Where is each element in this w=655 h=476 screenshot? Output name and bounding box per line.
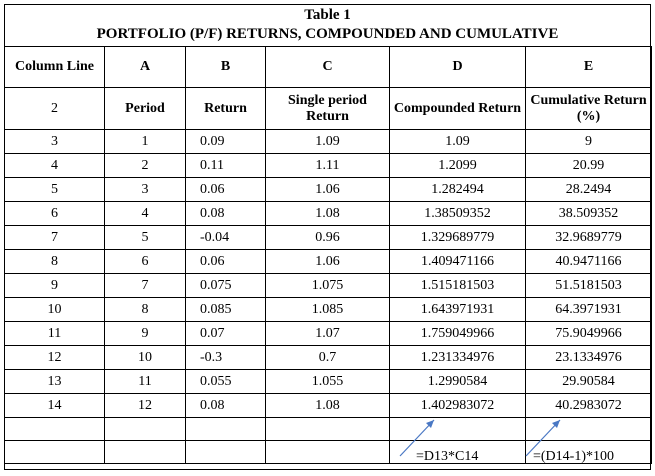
- cell-period: 10: [104, 345, 186, 370]
- cell-single-period-return: 1.055: [265, 369, 390, 394]
- cell-compounded-return: 1.282494: [389, 177, 526, 202]
- cell-cumulative-return: 20.99: [525, 153, 652, 178]
- table-row: 6 4 0.08 1.08 1.38509352 38.509352: [4, 201, 652, 226]
- header-c: C: [265, 46, 390, 88]
- label-return: Return: [185, 87, 266, 130]
- cell-return: 0.055: [185, 369, 266, 394]
- cell-line: 6: [4, 201, 105, 226]
- blank-cell: [185, 440, 266, 464]
- cell-line: 4: [4, 153, 105, 178]
- cell-return: 0.08: [185, 201, 266, 226]
- cell-single-period-return: 1.06: [265, 177, 390, 202]
- cell-compounded-return: 1.402983072: [389, 393, 526, 418]
- table-row: 3 1 0.09 1.09 1.09 9: [4, 129, 652, 154]
- label-compounded-return: Compounded Return: [389, 87, 526, 130]
- label-single-period-return: Single period Return: [265, 87, 390, 130]
- cell-cumulative-return: 40.2983072: [525, 393, 652, 418]
- cell-compounded-return: 1.643971931: [389, 297, 526, 322]
- cell-line: 8: [4, 249, 105, 274]
- cell-compounded-return: 1.2990584: [389, 369, 526, 394]
- cell-cumulative-return: 40.9471166: [525, 249, 652, 274]
- cell-cumulative-return: 75.9049966: [525, 321, 652, 346]
- label-line: 2: [4, 87, 105, 130]
- column-letter-row: Column Line A B C D E: [4, 46, 652, 88]
- blank-cell: [104, 440, 186, 464]
- blank-cell: [389, 417, 526, 441]
- cell-period: 9: [104, 321, 186, 346]
- cell-compounded-return: 1.759049966: [389, 321, 526, 346]
- blank-cell: [4, 417, 105, 441]
- table-subtitle: PORTFOLIO (P/F) RETURNS, COMPOUNDED AND …: [96, 26, 559, 42]
- cell-single-period-return: 1.075: [265, 273, 390, 298]
- table-row: 4 2 0.11 1.11 1.2099 20.99: [4, 153, 652, 178]
- table-row: 12 10 -0.3 0.7 1.231334976 23.1334976: [4, 345, 652, 370]
- cell-line: 9: [4, 273, 105, 298]
- table-row: 8 6 0.06 1.06 1.409471166 40.9471166: [4, 249, 652, 274]
- cell-return: -0.3: [185, 345, 266, 370]
- table-row: 5 3 0.06 1.06 1.282494 28.2494: [4, 177, 652, 202]
- cell-compounded-return: 1.09: [389, 129, 526, 154]
- cell-compounded-return: 1.231334976: [389, 345, 526, 370]
- cell-period: 1: [104, 129, 186, 154]
- blank-row: [4, 440, 652, 464]
- cell-period: 6: [104, 249, 186, 274]
- cell-compounded-return: 1.409471166: [389, 249, 526, 274]
- cell-single-period-return: 0.96: [265, 225, 390, 250]
- label-cumulative-return: Cumulative Return (%): [525, 87, 652, 130]
- formula-compounded: =D13*C14: [416, 449, 479, 464]
- cell-compounded-return: 1.515181503: [389, 273, 526, 298]
- blank-cell: [4, 440, 105, 464]
- cell-return: 0.11: [185, 153, 266, 178]
- table-row: 14 12 0.08 1.08 1.402983072 40.2983072: [4, 393, 652, 418]
- cell-cumulative-return: 29.90584: [525, 369, 652, 394]
- blank-cell: [185, 417, 266, 441]
- cell-period: 11: [104, 369, 186, 394]
- label-period: Period: [104, 87, 186, 130]
- header-d: D: [389, 46, 526, 88]
- cell-cumulative-return: 51.5181503: [525, 273, 652, 298]
- cell-line: 12: [4, 345, 105, 370]
- arrow-cumulative: [525, 419, 561, 457]
- cell-compounded-return: 1.38509352: [389, 201, 526, 226]
- table-title: Table 1: [304, 7, 351, 23]
- arrow-compounded: [399, 419, 435, 457]
- formula-cumulative: =(D14-1)*100: [533, 449, 614, 464]
- blank-cell: [265, 440, 390, 464]
- blank-cell: [104, 417, 186, 441]
- returns-table: Column Line A B C D E 2 Period Return Si…: [4, 46, 652, 464]
- cell-return: 0.06: [185, 249, 266, 274]
- table-row: 11 9 0.07 1.07 1.759049966 75.9049966: [4, 321, 652, 346]
- blank-row: [4, 417, 652, 441]
- cell-period: 7: [104, 273, 186, 298]
- cell-cumulative-return: 32.9689779: [525, 225, 652, 250]
- column-label-row: 2 Period Return Single period Return Com…: [4, 87, 652, 130]
- table-frame: Table 1 PORTFOLIO (P/F) RETURNS, COMPOUN…: [4, 4, 652, 470]
- blank-cell: [525, 440, 652, 464]
- table-row: 13 11 0.055 1.055 1.2990584 29.90584: [4, 369, 652, 394]
- cell-return: 0.08: [185, 393, 266, 418]
- cell-line: 14: [4, 393, 105, 418]
- cell-compounded-return: 1.2099: [389, 153, 526, 178]
- cell-single-period-return: 1.085: [265, 297, 390, 322]
